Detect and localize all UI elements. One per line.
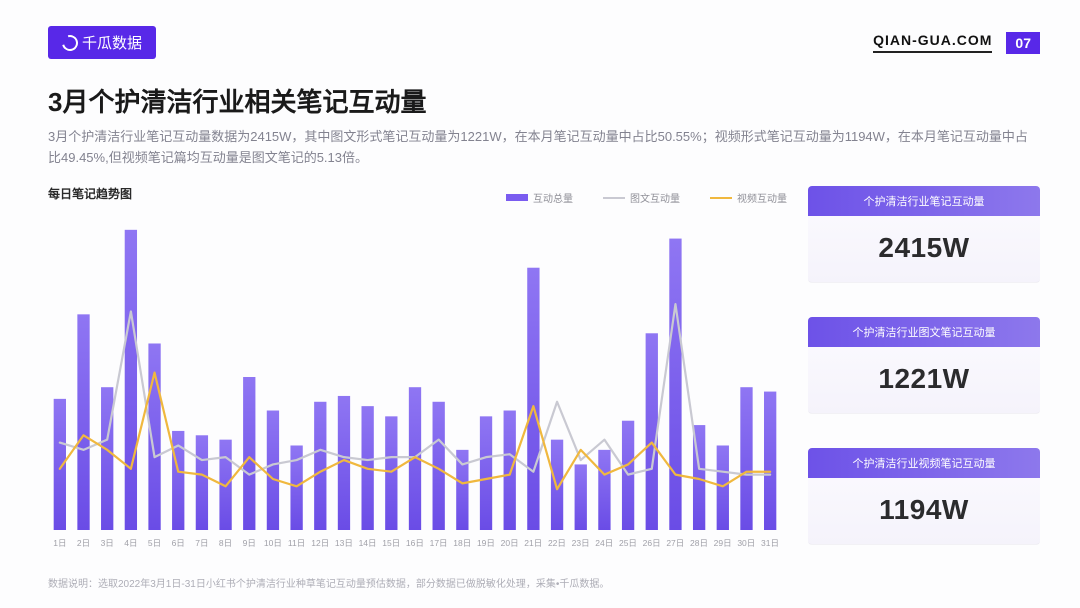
header: 千瓜数据 QIAN-GUA.COM 07 <box>48 26 1040 59</box>
trend-chart: 1日2日3日4日5日6日7日8日9日10日11日12日13日14日15日16日1… <box>48 218 782 553</box>
header-right: QIAN-GUA.COM 07 <box>873 32 1040 54</box>
x-tick-label: 20日 <box>498 537 522 549</box>
legend-swatch <box>710 197 732 199</box>
card-value: 1221W <box>878 363 969 395</box>
legend-label: 图文互动量 <box>630 190 680 205</box>
chart-legend: 互动总量 图文互动量 视频互动量 <box>506 190 787 205</box>
brand-icon <box>59 32 81 54</box>
x-tick-label: 28日 <box>687 537 711 549</box>
x-tick-label: 17日 <box>427 537 451 549</box>
x-tick-label: 25日 <box>616 537 640 549</box>
x-tick-label: 2日 <box>72 537 96 549</box>
legend-item: 互动总量 <box>506 190 573 205</box>
legend-swatch <box>603 197 625 199</box>
x-tick-label: 19日 <box>474 537 498 549</box>
x-tick-label: 10日 <box>261 537 285 549</box>
x-tick-label: 14日 <box>356 537 380 549</box>
page-title: 3月个护清洁行业相关笔记互动量 <box>48 82 426 119</box>
x-tick-label: 22日 <box>545 537 569 549</box>
x-tick-label: 6日 <box>166 537 190 549</box>
description: 3月个护清洁行业笔记互动量数据为2415W，其中图文形式笔记互动量为1221W，… <box>48 126 1040 169</box>
brand-text: 千瓜数据 <box>82 32 142 53</box>
chart-subtitle: 每日笔记趋势图 <box>48 185 132 202</box>
x-tick-label: 8日 <box>214 537 238 549</box>
x-tick-label: 23日 <box>569 537 593 549</box>
x-tick-label: 5日 <box>143 537 167 549</box>
x-tick-label: 16日 <box>403 537 427 549</box>
x-tick-label: 4日 <box>119 537 143 549</box>
card-head: 个护清洁行业图文笔记互动量 <box>808 317 1040 347</box>
x-tick-label: 11日 <box>285 537 309 549</box>
legend-item: 视频互动量 <box>710 190 787 205</box>
chart-svg <box>48 218 782 553</box>
x-tick-label: 31日 <box>758 537 782 549</box>
footnote: 数据说明：选取2022年3月1日-31日小红书个护清洁行业种草笔记互动量预估数据… <box>48 575 609 590</box>
x-tick-label: 29日 <box>711 537 735 549</box>
legend-label: 互动总量 <box>533 190 573 205</box>
x-tick-label: 12日 <box>308 537 332 549</box>
x-axis-labels: 1日2日3日4日5日6日7日8日9日10日11日12日13日14日15日16日1… <box>48 537 782 549</box>
x-tick-label: 9日 <box>237 537 261 549</box>
brand-badge: 千瓜数据 <box>48 26 156 59</box>
metric-card: 个护清洁行业图文笔记互动量 1221W <box>808 317 1040 414</box>
domain-label: QIAN-GUA.COM <box>873 32 992 53</box>
legend-item: 图文互动量 <box>603 190 680 205</box>
metric-card: 个护清洁行业笔记互动量 2415W <box>808 186 1040 283</box>
x-tick-label: 21日 <box>521 537 545 549</box>
x-tick-label: 1日 <box>48 537 72 549</box>
x-tick-label: 30日 <box>734 537 758 549</box>
x-tick-label: 13日 <box>332 537 356 549</box>
x-tick-label: 18日 <box>450 537 474 549</box>
card-head: 个护清洁行业视频笔记互动量 <box>808 448 1040 478</box>
x-tick-label: 26日 <box>640 537 664 549</box>
legend-swatch <box>506 194 528 201</box>
x-tick-label: 24日 <box>592 537 616 549</box>
card-value: 2415W <box>878 232 969 264</box>
page-number: 07 <box>1006 32 1040 54</box>
x-tick-label: 15日 <box>379 537 403 549</box>
card-value: 1194W <box>879 494 969 526</box>
metric-card: 个护清洁行业视频笔记互动量 1194W <box>808 448 1040 545</box>
x-tick-label: 7日 <box>190 537 214 549</box>
legend-label: 视频互动量 <box>737 190 787 205</box>
x-tick-label: 27日 <box>663 537 687 549</box>
card-head: 个护清洁行业笔记互动量 <box>808 186 1040 216</box>
x-tick-label: 3日 <box>95 537 119 549</box>
metric-cards: 个护清洁行业笔记互动量2415W个护清洁行业图文笔记互动量1221W个护清洁行业… <box>808 186 1040 545</box>
